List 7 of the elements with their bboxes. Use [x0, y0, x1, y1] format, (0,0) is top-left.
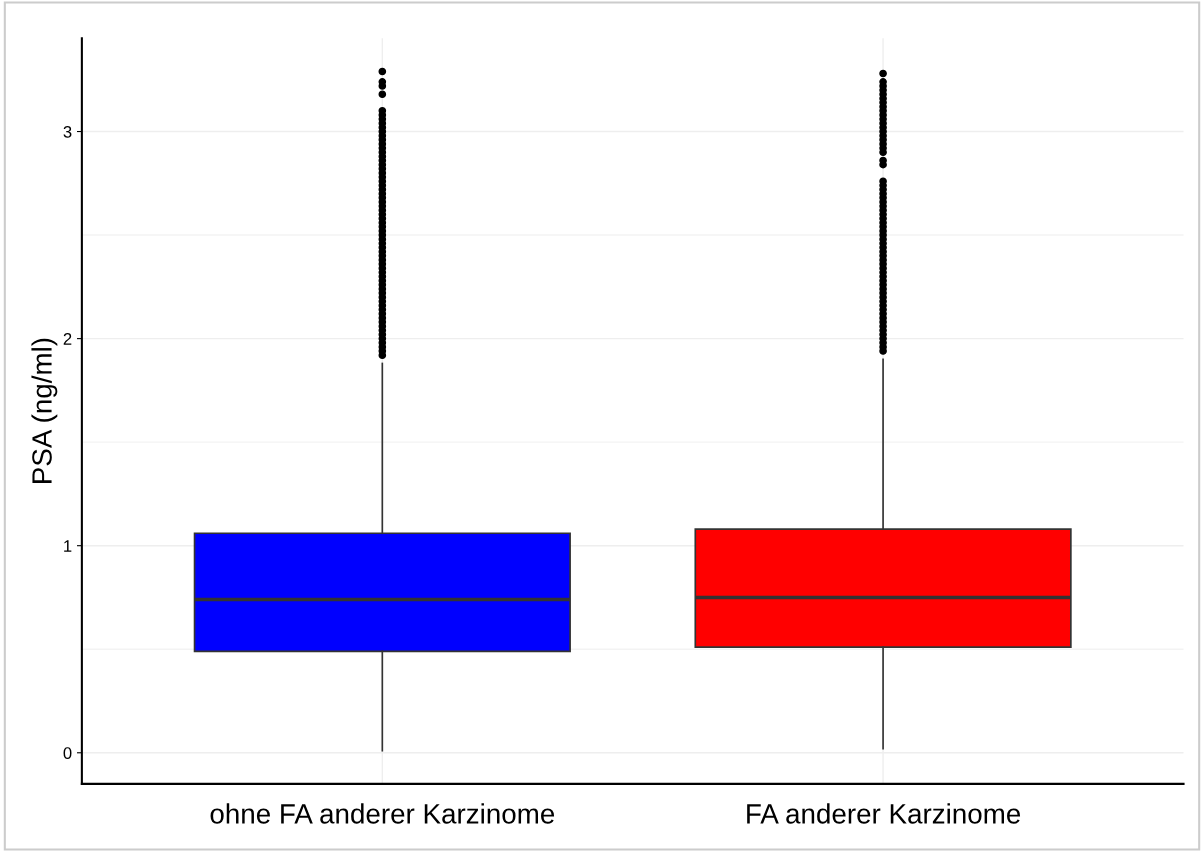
x-tick-label: ohne FA anderer Karzinome: [210, 803, 555, 824]
y-tick-label: 3: [63, 125, 72, 138]
x-tick-label: FA anderer Karzinome: [747, 803, 1021, 824]
y-tick-label: 1: [64, 540, 72, 552]
y-tick-label: 2: [63, 333, 72, 345]
y-tick-label: 0: [63, 747, 72, 759]
y-axis-title: PSA (ng/ml): [31, 338, 58, 483]
